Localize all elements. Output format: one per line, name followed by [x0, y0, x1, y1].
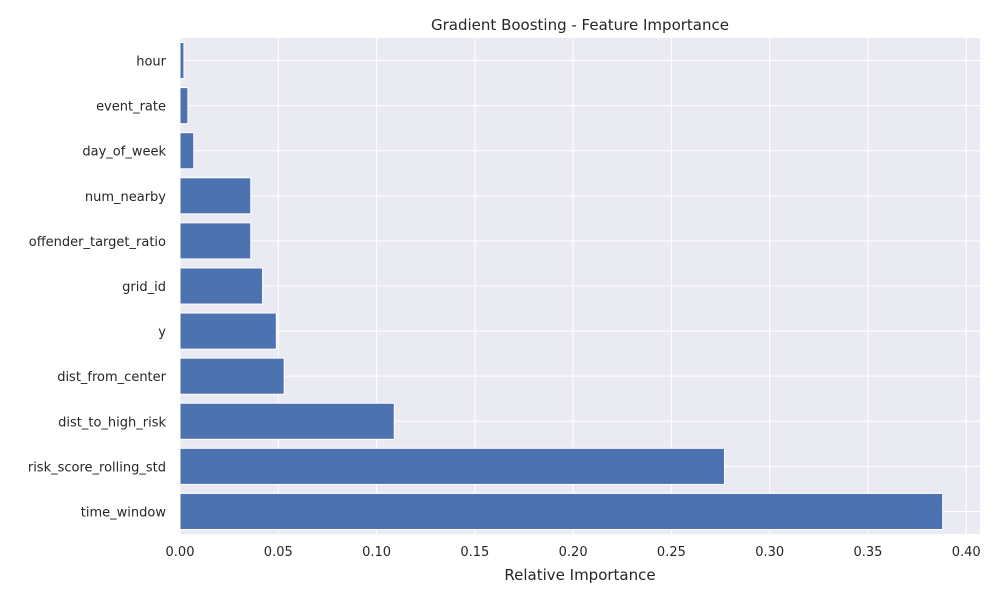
y-tick-label: offender_target_ratio: [29, 235, 166, 250]
bar-grid-id: [179, 267, 264, 305]
y-tick-label: day_of_week: [82, 145, 166, 160]
y-tick-label: risk_score_rolling_std: [28, 460, 166, 475]
x-tick-label: 0.05: [264, 545, 293, 560]
y-tick-label: hour: [136, 55, 166, 70]
y-tick-label: time_window: [81, 505, 167, 520]
x-tick-label: 0.10: [362, 545, 391, 560]
bar-risk-score-rolling-std: [179, 447, 725, 485]
bar-dist-to-high-risk: [179, 402, 395, 440]
y-tick-label: event_rate: [96, 100, 166, 115]
y-tick-label: dist_from_center: [57, 370, 166, 385]
x-tick-label: 0.15: [460, 545, 489, 560]
bar-num-nearby: [179, 177, 252, 215]
y-tick-label: grid_id: [122, 280, 166, 295]
y-tick-label: y: [158, 325, 166, 340]
x-tick-label: 0.30: [755, 545, 784, 560]
x-tick-label: 0.20: [559, 545, 588, 560]
y-tick-label: dist_to_high_risk: [58, 415, 166, 430]
x-tick-label: 0.40: [952, 545, 981, 560]
bar-time-window: [179, 492, 944, 530]
bar-y: [179, 312, 277, 350]
x-tick-labels: 0.00 0.05 0.10 0.15 0.20 0.25 0.30 0.35 0.40: [166, 545, 981, 560]
y-tick-label: num_nearby: [85, 190, 166, 205]
x-tick-label: 0.35: [853, 545, 882, 560]
bar-event-rate: [179, 87, 189, 125]
bar-dist-from-center: [179, 357, 285, 395]
chart-title: Gradient Boosting - Feature Importance: [431, 16, 729, 34]
x-tick-label: 0.00: [166, 545, 195, 560]
bar-day-of-week: [179, 132, 195, 170]
x-axis-label: Relative Importance: [504, 566, 655, 584]
bars: [179, 42, 944, 530]
y-tick-labels: hour event_rate day_of_week num_nearbyoffen…: [28, 55, 167, 521]
x-tick-label: 0.25: [657, 545, 686, 560]
bar-offender-target-ratio: [179, 222, 252, 260]
bar-hour: [179, 42, 185, 80]
